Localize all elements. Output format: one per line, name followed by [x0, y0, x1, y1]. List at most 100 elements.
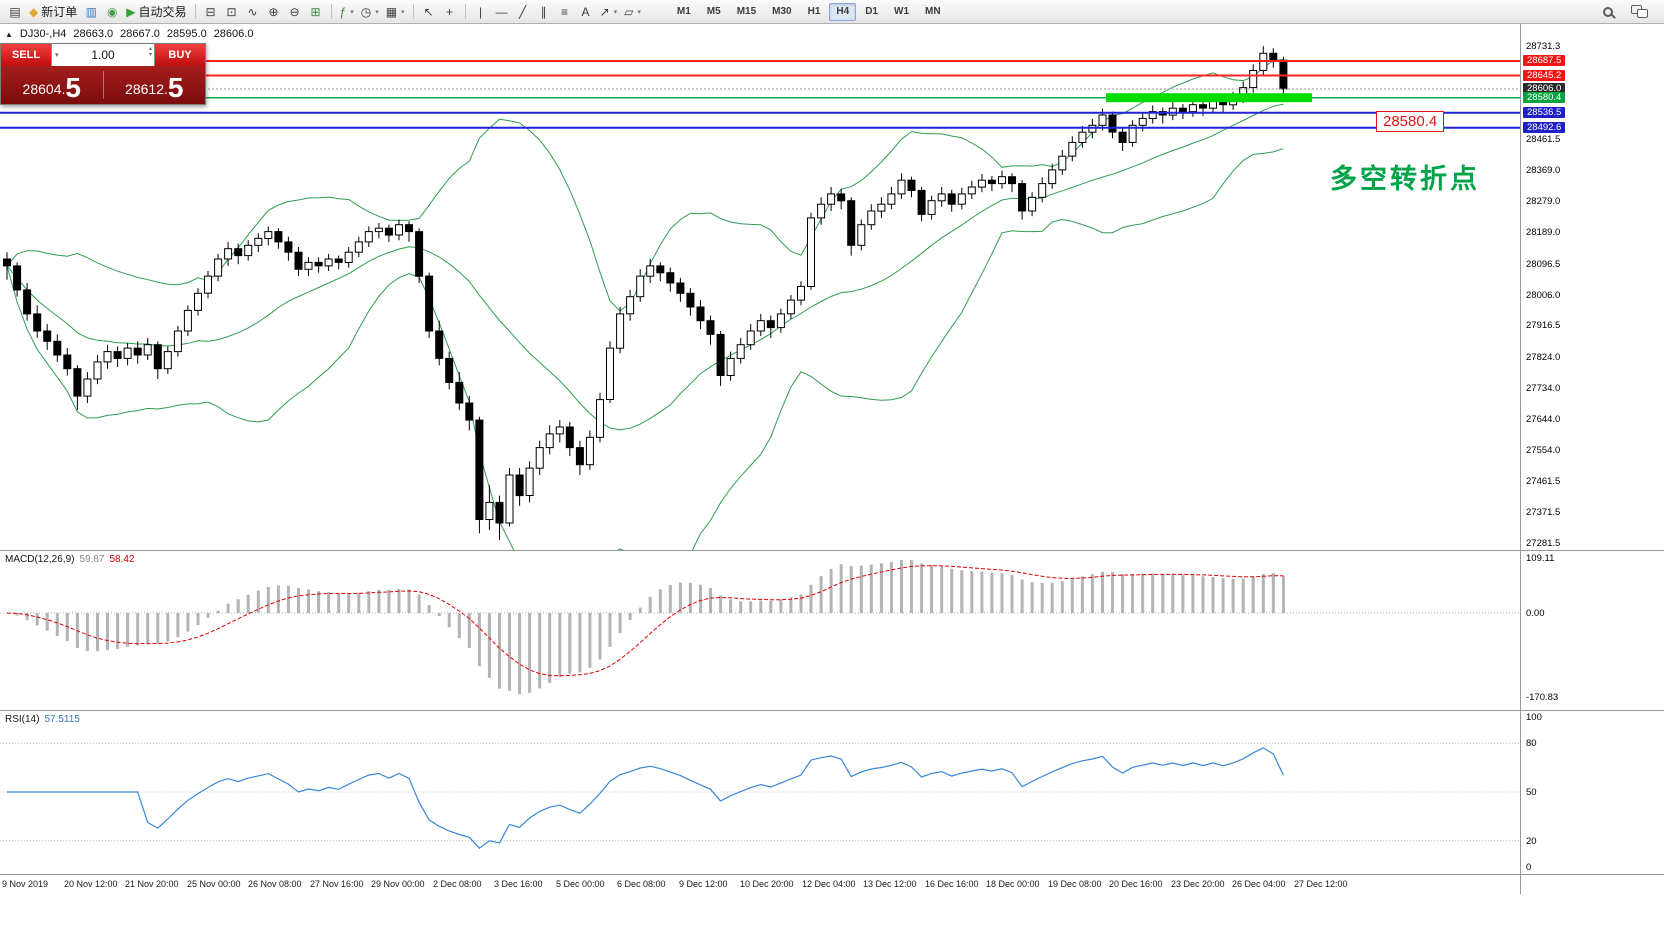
- macd-scale[interactable]: 109.11 0.00 -170.83: [1520, 551, 1664, 710]
- dropdown-arrow-icon: ▾: [637, 8, 641, 16]
- time-label: 18 Dec 00:00: [986, 879, 1040, 889]
- bar-chart-mode-button[interactable]: ⊟: [201, 2, 221, 22]
- time-label: 9 Nov 2019: [2, 879, 49, 889]
- price-tick: 28731.3: [1526, 41, 1561, 52]
- time-label: 13 Dec 12:00: [863, 879, 917, 889]
- symbol-name: DJ30-,H4: [19, 28, 67, 40]
- new-order-button[interactable]: ◆ 新订单: [26, 2, 80, 22]
- sell-price[interactable]: 28604. 5: [1, 66, 103, 104]
- time-axis-labels[interactable]: 9 Nov 2019 20 Nov 12:00 21 Nov 20:00 25 Nov…: [0, 875, 1520, 894]
- text-tool-button[interactable]: A: [576, 2, 596, 22]
- timeframe-h1[interactable]: H1: [807, 5, 821, 17]
- buy-price[interactable]: 28612. 5: [104, 66, 206, 104]
- rsi-name: RSI(14): [5, 714, 40, 725]
- timeframe-m30[interactable]: M30: [772, 5, 792, 17]
- timeframe-w1[interactable]: W1: [894, 5, 909, 17]
- cursor-button[interactable]: ↖: [419, 2, 439, 22]
- horizontal-line-icon: —: [495, 4, 508, 19]
- time-label: 20 Dec 16:00: [1109, 879, 1163, 889]
- rsi-scale[interactable]: 100 80 50 20 0: [1520, 711, 1664, 874]
- timeframe-d1[interactable]: D1: [865, 5, 878, 17]
- price-plot[interactable]: ▲ DJ30-,H4 28663.0 28667.0 28595.0 28606…: [0, 24, 1520, 550]
- time-label: 16 Dec 16:00: [925, 879, 979, 889]
- auto-trading-button[interactable]: ▶ 自动交易: [123, 2, 189, 22]
- periods-button[interactable]: ◷ ▾: [358, 2, 382, 22]
- rsi-value: 57.5115: [44, 714, 80, 725]
- dropdown-arrow-icon: ▾: [401, 8, 405, 16]
- bar-chart-mode-icon: ⊟: [205, 4, 216, 19]
- search-icon: [1603, 6, 1613, 17]
- fibonacci-icon: ≡: [561, 4, 569, 19]
- ohlc-close: 28606.0: [213, 28, 254, 40]
- templates-button[interactable]: ▦ ▾: [383, 2, 408, 22]
- new-order-label: 新订单: [41, 5, 78, 19]
- collapse-arrow-icon[interactable]: ▲: [5, 29, 13, 39]
- buy-button[interactable]: BUY: [155, 44, 205, 66]
- chart-note[interactable]: 多空转折点: [1330, 164, 1480, 194]
- rsi-scale-label: 80: [1526, 738, 1537, 749]
- rsi-canvas[interactable]: [0, 711, 1520, 873]
- zoom-out-button[interactable]: ⊖: [285, 2, 305, 22]
- rsi-scale-label: 50: [1526, 787, 1537, 798]
- timeframe-h4[interactable]: H4: [829, 2, 857, 21]
- line-chart-mode-button[interactable]: ∿: [243, 2, 263, 22]
- macd-value: 59.87: [79, 554, 105, 565]
- horizontal-line-button[interactable]: —: [492, 2, 512, 22]
- time-label: 29 Nov 00:00: [371, 879, 425, 889]
- timeframe-m1[interactable]: M1: [676, 5, 691, 17]
- shapes-tool-button[interactable]: ▱ ▾: [621, 2, 644, 22]
- trendline-button[interactable]: ╱: [513, 2, 533, 22]
- price-tick: 27734.0: [1526, 383, 1561, 394]
- sell-button[interactable]: SELL: [1, 44, 51, 66]
- equidistant-channel-button[interactable]: ∥: [534, 2, 554, 22]
- refresh-button[interactable]: ◉: [102, 2, 122, 22]
- indicators-button[interactable]: ƒ ▾: [337, 2, 357, 22]
- tile-windows-button[interactable]: ⊞: [306, 2, 326, 22]
- candlestick-mode-button[interactable]: ⊡: [222, 2, 242, 22]
- volume-spinner[interactable]: ▴ ▾: [148, 46, 152, 58]
- macd-canvas[interactable]: [0, 551, 1520, 709]
- fibonacci-button[interactable]: ≡: [555, 2, 575, 22]
- time-label: 10 Dec 20:00: [740, 879, 794, 889]
- search-button[interactable]: [1598, 2, 1618, 22]
- arrows-tool-button[interactable]: ↗ ▾: [597, 2, 621, 22]
- volume-field[interactable]: ▾ 1.00 ▴ ▾: [51, 44, 155, 66]
- timeframe-mn[interactable]: MN: [925, 5, 941, 17]
- trade-widget-top: SELL ▾ 1.00 ▴ ▾ BUY: [1, 44, 205, 66]
- macd-plot[interactable]: MACD(12,26,9) 59.87 58.42: [0, 551, 1520, 710]
- macd-label: MACD(12,26,9) 59.87 58.42: [5, 554, 135, 565]
- shapes-tool-icon: ▱: [624, 4, 634, 19]
- rsi-scale-label: 0: [1526, 862, 1532, 873]
- equidistant-channel-icon: ∥: [540, 4, 547, 19]
- timeframe-m15[interactable]: M15: [736, 5, 757, 17]
- vertical-line-button[interactable]: |: [471, 2, 491, 22]
- price-level-tag[interactable]: 28580.4: [1376, 111, 1445, 132]
- cursor-icon: ↖: [423, 4, 434, 19]
- crosshair-button[interactable]: +: [440, 2, 460, 22]
- zoom-in-button[interactable]: ⊕: [264, 2, 284, 22]
- new-chart-button[interactable]: ▤: [5, 2, 25, 22]
- toolbar-separator: [412, 4, 414, 19]
- price-scale[interactable]: 28731.3 28461.5 28369.0 28279.0 28189.0 28096…: [1520, 24, 1664, 550]
- timeframe-m5[interactable]: M5: [706, 5, 721, 17]
- dropdown-arrow-icon: ▾: [375, 8, 379, 16]
- rsi-panel: RSI(14) 57.5115 100 80 50 20 0: [0, 710, 1664, 874]
- candlestick-mode-icon: ⊡: [226, 4, 237, 19]
- new-order-icon: ◆: [29, 4, 39, 19]
- price-tick: 28279.0: [1526, 196, 1561, 207]
- rsi-plot[interactable]: RSI(14) 57.5115: [0, 711, 1520, 874]
- chat-button[interactable]: [1628, 2, 1651, 22]
- zoom-out-icon: ⊖: [289, 4, 300, 19]
- charts-profile-button[interactable]: ▥: [81, 2, 101, 22]
- price-tick: 27554.0: [1526, 445, 1561, 456]
- bottom-space: [0, 894, 1664, 946]
- macd-scale-label: 109.11: [1526, 553, 1555, 564]
- volume-dropdown-icon[interactable]: ▾: [55, 52, 59, 59]
- time-axis[interactable]: 9 Nov 2019 20 Nov 12:00 21 Nov 20:00 25 Nov…: [0, 874, 1664, 894]
- indicators-icon: ƒ: [339, 4, 347, 19]
- price-chart-canvas[interactable]: [0, 24, 1520, 550]
- chart-window: ▲ DJ30-,H4 28663.0 28667.0 28595.0 28606…: [0, 24, 1664, 946]
- price-level-label: 28492.6: [1523, 122, 1566, 133]
- macd-scale-label: 0.00: [1526, 608, 1545, 619]
- time-label: 27 Nov 16:00: [310, 879, 364, 889]
